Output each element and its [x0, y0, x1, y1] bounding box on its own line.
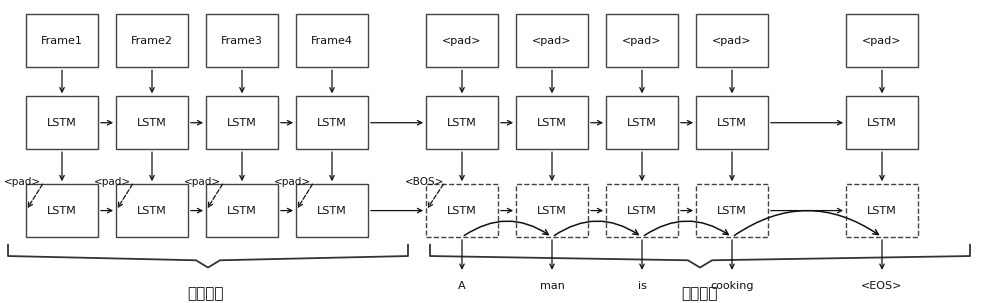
Text: LSTM: LSTM — [537, 118, 567, 128]
Text: <EOS>: <EOS> — [861, 281, 903, 291]
Text: cooking: cooking — [710, 281, 754, 291]
Text: LSTM: LSTM — [717, 205, 747, 216]
FancyBboxPatch shape — [426, 15, 498, 68]
Text: LSTM: LSTM — [537, 205, 567, 216]
Text: LSTM: LSTM — [717, 118, 747, 128]
FancyBboxPatch shape — [116, 96, 188, 149]
Text: man: man — [540, 281, 564, 291]
FancyBboxPatch shape — [606, 96, 678, 149]
Text: <pad>: <pad> — [532, 36, 572, 46]
FancyBboxPatch shape — [516, 15, 588, 68]
Text: A: A — [458, 281, 466, 291]
FancyBboxPatch shape — [116, 184, 188, 237]
Text: LSTM: LSTM — [447, 205, 477, 216]
Text: Frame4: Frame4 — [311, 36, 353, 46]
FancyBboxPatch shape — [426, 96, 498, 149]
FancyBboxPatch shape — [296, 96, 368, 149]
FancyBboxPatch shape — [516, 96, 588, 149]
Text: <pad>: <pad> — [442, 36, 482, 46]
FancyBboxPatch shape — [696, 96, 768, 149]
Text: <BOS>: <BOS> — [405, 177, 445, 187]
FancyBboxPatch shape — [296, 184, 368, 237]
FancyBboxPatch shape — [606, 184, 678, 237]
Text: LSTM: LSTM — [867, 205, 897, 216]
FancyBboxPatch shape — [606, 15, 678, 68]
Text: LSTM: LSTM — [317, 118, 347, 128]
FancyBboxPatch shape — [516, 184, 588, 237]
FancyBboxPatch shape — [26, 96, 98, 149]
Text: LSTM: LSTM — [47, 118, 77, 128]
Text: 解码阶段: 解码阶段 — [682, 286, 718, 301]
Text: Frame2: Frame2 — [131, 36, 173, 46]
Text: LSTM: LSTM — [447, 118, 477, 128]
Text: <pad>: <pad> — [273, 177, 311, 187]
Text: LSTM: LSTM — [317, 205, 347, 216]
Text: LSTM: LSTM — [227, 118, 257, 128]
Text: Frame3: Frame3 — [221, 36, 263, 46]
Text: LSTM: LSTM — [227, 205, 257, 216]
Text: <pad>: <pad> — [712, 36, 752, 46]
Text: is: is — [638, 281, 646, 291]
Text: <pad>: <pad> — [93, 177, 131, 187]
FancyBboxPatch shape — [206, 15, 278, 68]
FancyBboxPatch shape — [846, 184, 918, 237]
FancyBboxPatch shape — [696, 184, 768, 237]
FancyBboxPatch shape — [26, 184, 98, 237]
Text: 编码阶段: 编码阶段 — [187, 286, 223, 301]
Text: LSTM: LSTM — [47, 205, 77, 216]
FancyBboxPatch shape — [696, 15, 768, 68]
Text: <pad>: <pad> — [183, 177, 221, 187]
Text: <pad>: <pad> — [862, 36, 902, 46]
FancyBboxPatch shape — [206, 184, 278, 237]
Text: LSTM: LSTM — [627, 118, 657, 128]
Text: <pad>: <pad> — [622, 36, 662, 46]
Text: LSTM: LSTM — [627, 205, 657, 216]
Text: Frame1: Frame1 — [41, 36, 83, 46]
Text: LSTM: LSTM — [137, 118, 167, 128]
FancyBboxPatch shape — [426, 184, 498, 237]
FancyBboxPatch shape — [846, 96, 918, 149]
FancyBboxPatch shape — [846, 15, 918, 68]
FancyBboxPatch shape — [206, 96, 278, 149]
FancyBboxPatch shape — [116, 15, 188, 68]
Text: <pad>: <pad> — [3, 177, 41, 187]
FancyBboxPatch shape — [26, 15, 98, 68]
Text: LSTM: LSTM — [867, 118, 897, 128]
FancyBboxPatch shape — [296, 15, 368, 68]
Text: LSTM: LSTM — [137, 205, 167, 216]
